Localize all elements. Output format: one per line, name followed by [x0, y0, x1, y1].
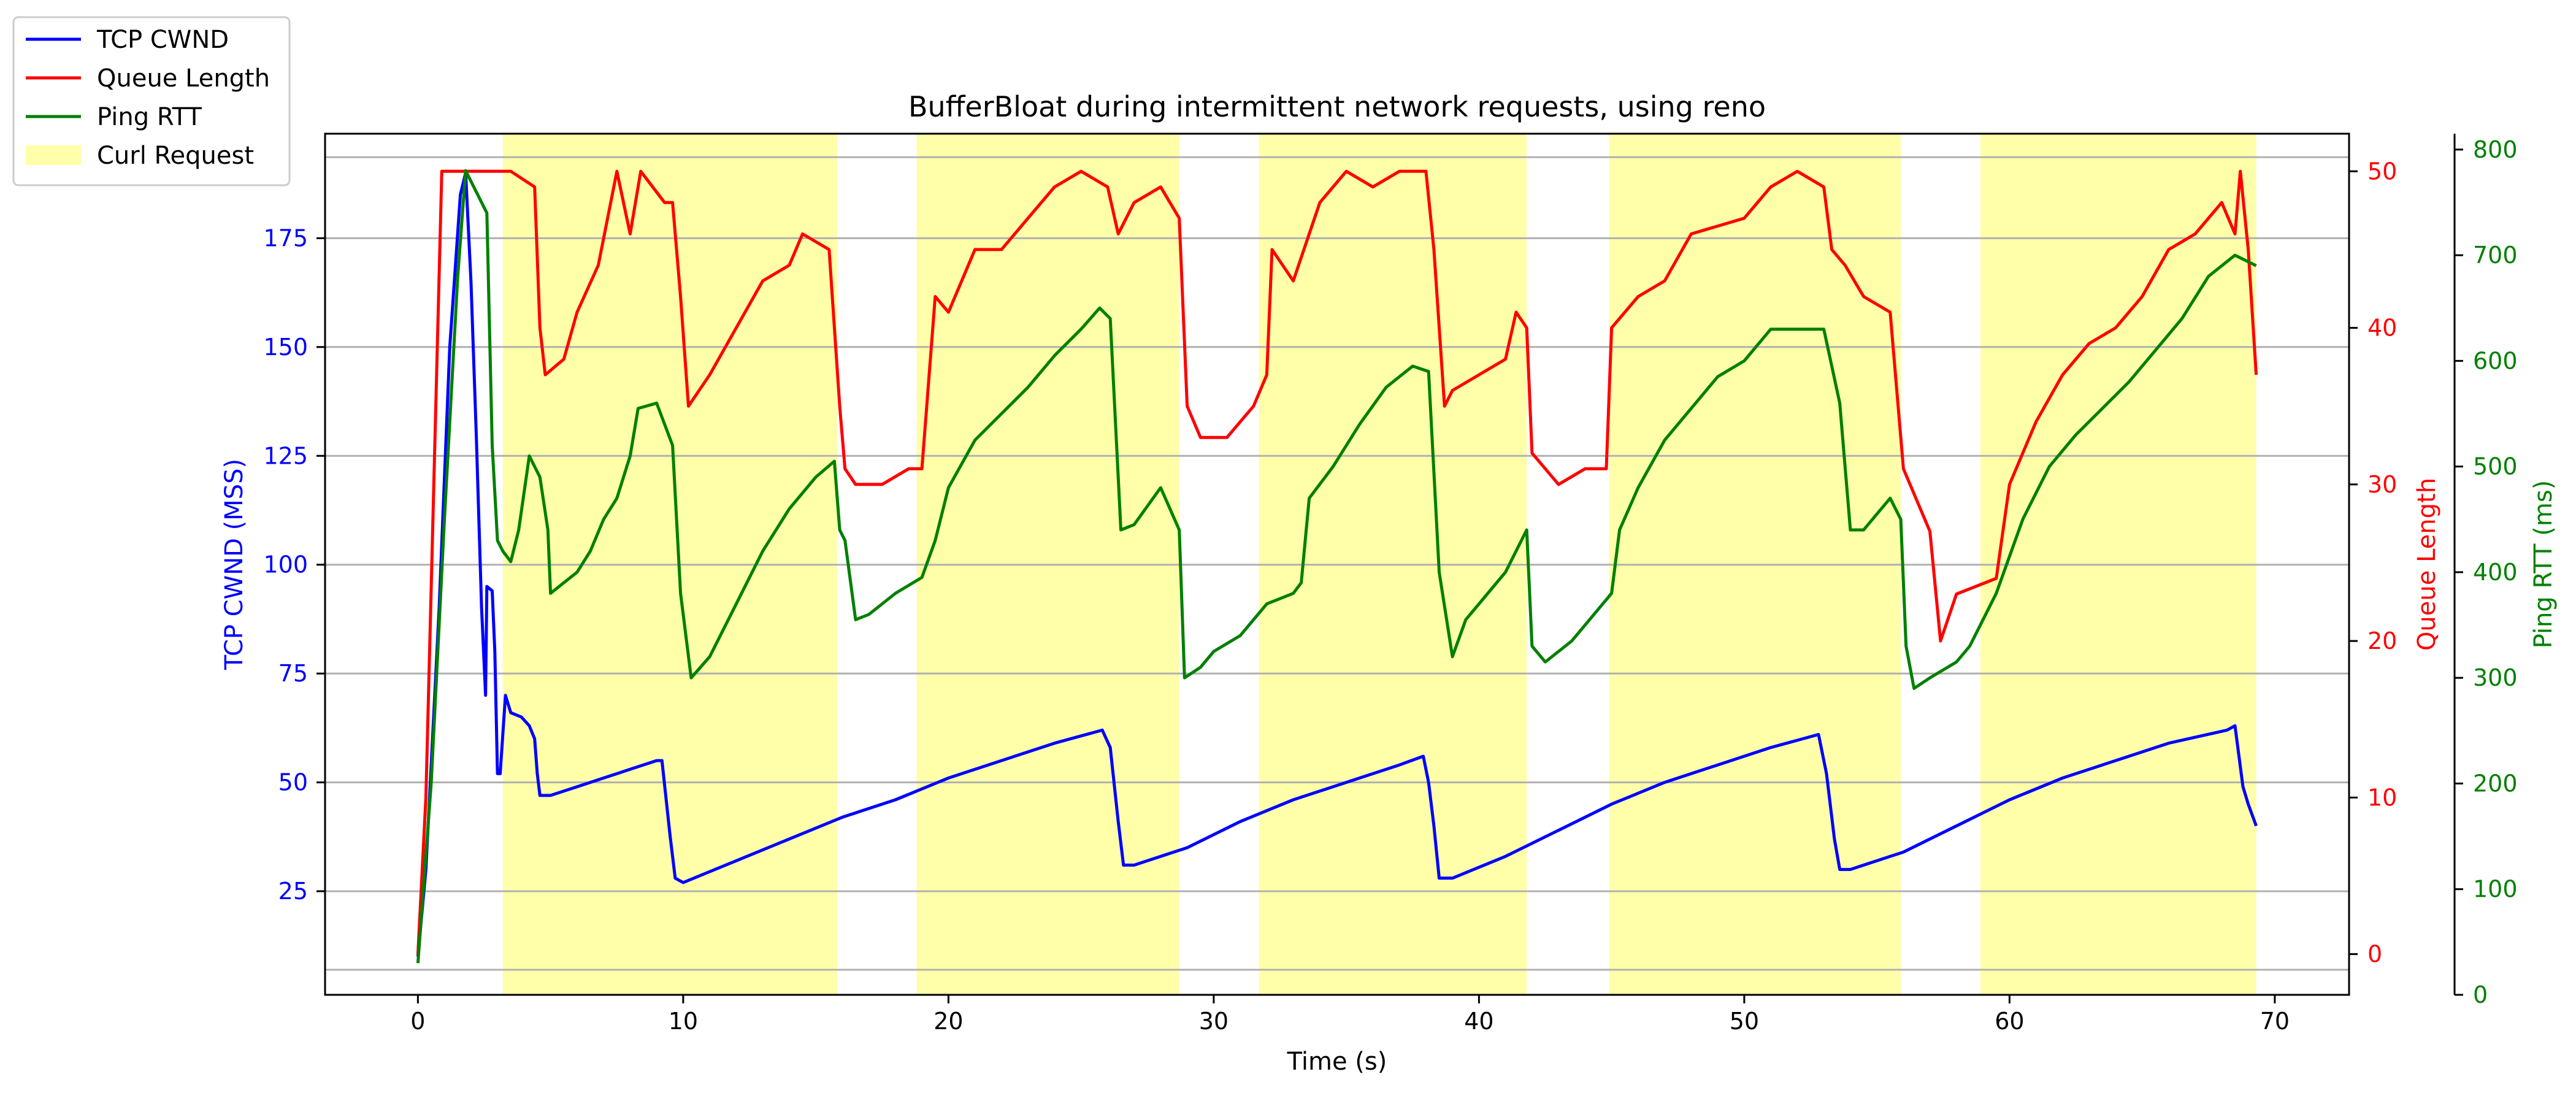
axes: 0 10 20 30 40 50 60 70 25 50 75 100 125 150 175 0 10 20 30…	[263, 134, 2518, 1035]
series-lines	[416, 169, 2258, 964]
x-tick-label-20: 20	[933, 1008, 963, 1035]
right-inner-tick-label-50: 50	[2367, 158, 2397, 185]
right-outer-tick-label-400: 400	[2473, 559, 2518, 586]
right-outer-tick-label-600: 600	[2473, 347, 2518, 374]
right-outer-tick-label-500: 500	[2473, 453, 2518, 480]
x-tick-label-10: 10	[669, 1008, 698, 1035]
right-outer-tick-label-100: 100	[2473, 876, 2518, 903]
right-outer-tick-label-800: 800	[2473, 136, 2518, 163]
x-axis-label: Time (s)	[1287, 1048, 1387, 1076]
left-tick-label-75: 75	[278, 660, 308, 687]
x-tick-label-40: 40	[1464, 1008, 1493, 1035]
right-inner-tick-label-40: 40	[2367, 315, 2397, 342]
legend-label-ping-rtt: Ping RTT	[97, 103, 202, 131]
series-line-ping-rtt	[416, 169, 2257, 964]
grid-lines	[325, 156, 2349, 971]
x-tick-label-60: 60	[1995, 1008, 2024, 1035]
legend-label-tcp-cwnd: TCP CWND	[96, 26, 229, 54]
series-line-tcp-cwnd	[416, 171, 2258, 957]
right-outer-tick-label-300: 300	[2473, 664, 2518, 691]
left-tick-label-125: 125	[263, 442, 308, 469]
right-inner-tick-label-0: 0	[2367, 941, 2382, 968]
right-outer-axis-label: Ping RTT (ms)	[2529, 480, 2558, 649]
right-inner-axis-label: Queue Length	[2413, 478, 2441, 651]
left-tick-label-175: 175	[263, 224, 308, 251]
legend-swatch-curl-request	[26, 145, 81, 165]
x-tick-label-70: 70	[2260, 1008, 2290, 1035]
right-outer-tick-label-700: 700	[2473, 242, 2518, 269]
left-tick-label-50: 50	[278, 769, 308, 796]
legend-label-queue-length: Queue Length	[97, 64, 270, 93]
left-tick-label-100: 100	[263, 551, 308, 578]
right-inner-tick-label-10: 10	[2367, 784, 2397, 811]
chart-title: BufferBloat during intermittent network …	[908, 90, 1766, 123]
right-inner-tick-label-20: 20	[2367, 627, 2397, 654]
legend-label-curl-request: Curl Request	[97, 142, 254, 170]
legend-box	[12, 16, 291, 186]
left-tick-label-25: 25	[278, 878, 308, 905]
x-tick-label-0: 0	[410, 1008, 425, 1035]
right-outer-tick-label-200: 200	[2473, 770, 2518, 797]
right-outer-tick-label-0: 0	[2473, 981, 2488, 1008]
x-tick-label-30: 30	[1199, 1008, 1229, 1035]
right-inner-tick-label-30: 30	[2367, 471, 2397, 498]
left-tick-label-150: 150	[263, 334, 308, 361]
x-tick-label-50: 50	[1730, 1008, 1759, 1035]
left-axis-label: TCP CWND (MSS)	[220, 459, 248, 670]
series-line-queue-length	[416, 169, 2258, 954]
legend: TCP CWND Queue Length Ping RTT Curl Request	[12, 16, 291, 186]
